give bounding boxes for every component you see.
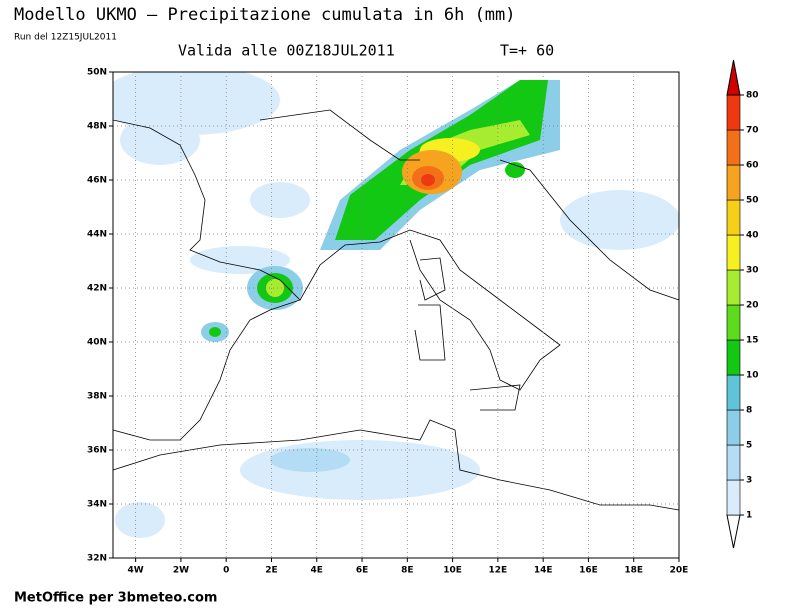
map-frame	[112, 71, 680, 559]
lon-label: 14E	[534, 566, 553, 576]
lat-label: 46N	[87, 176, 107, 186]
title: Modello UKMO — Precipitazione cumulata i…	[14, 5, 516, 25]
colorbar-label: 8	[746, 406, 752, 416]
colorbar-label: 30	[746, 266, 759, 276]
colorbar-label: 50	[746, 196, 759, 206]
colorbar-label: 20	[746, 301, 759, 311]
colorbar-segment	[726, 339, 741, 376]
colorbar-label: 10	[746, 371, 759, 381]
lat-label: 32N	[87, 554, 107, 564]
colorbar-label: 60	[746, 161, 759, 171]
colorbar-segment	[726, 304, 741, 341]
lat-label: 34N	[87, 500, 107, 510]
lon-label: 20E	[670, 566, 689, 576]
colorbar-label: 5	[746, 441, 752, 451]
lon-label: 8E	[401, 566, 413, 576]
colorbar-segment	[726, 129, 741, 166]
colorbar-label: 3	[746, 476, 752, 486]
colorbar-segment	[726, 199, 741, 236]
colorbar-segment	[726, 374, 741, 411]
colorbar-segment	[726, 234, 741, 271]
lon-label: 6E	[356, 566, 368, 576]
map-axes	[112, 71, 680, 559]
colorbar-label: 80	[746, 91, 759, 101]
footer: MetOffice per 3bmeteo.com	[14, 591, 217, 606]
coastlines	[112, 109, 680, 511]
lead-time: T=+ 60	[500, 42, 554, 60]
lon-label: 2E	[265, 566, 277, 576]
colorbar-segment	[726, 94, 741, 131]
colorbar-segment	[726, 164, 741, 201]
lat-label: 50N	[87, 68, 107, 78]
lat-label: 42N	[87, 284, 107, 294]
colorbar-segment	[726, 444, 741, 481]
lon-label: 4W	[128, 566, 144, 576]
lon-label: 16E	[579, 566, 598, 576]
lon-label: 18E	[624, 566, 643, 576]
colorbar-low	[726, 514, 741, 549]
lon-label: 4E	[311, 566, 323, 576]
lat-label: 36N	[87, 446, 107, 456]
lat-label: 38N	[87, 392, 107, 402]
colorbar-segment	[726, 409, 741, 446]
valid: Valida alle 00Z18JUL2011	[178, 42, 395, 60]
precip-field	[113, 72, 679, 538]
colorbar-label: 70	[746, 126, 759, 136]
colorbar-label: 1	[746, 511, 752, 521]
colorbar-high	[726, 59, 741, 96]
lat-label: 48N	[87, 122, 107, 132]
lon-label: 12E	[489, 566, 508, 576]
colorbar-label: 15	[746, 336, 759, 346]
colorbar-label: 40	[746, 231, 759, 241]
lon-label: 0	[223, 566, 229, 576]
run: Run del 12Z15JUL2011	[14, 33, 117, 43]
lon-label: 2W	[173, 566, 189, 576]
colorbar-segment	[726, 479, 741, 516]
colorbar-segment	[726, 269, 741, 306]
lon-label: 10E	[443, 566, 462, 576]
lat-label: 40N	[87, 338, 107, 348]
lat-label: 44N	[87, 230, 107, 240]
